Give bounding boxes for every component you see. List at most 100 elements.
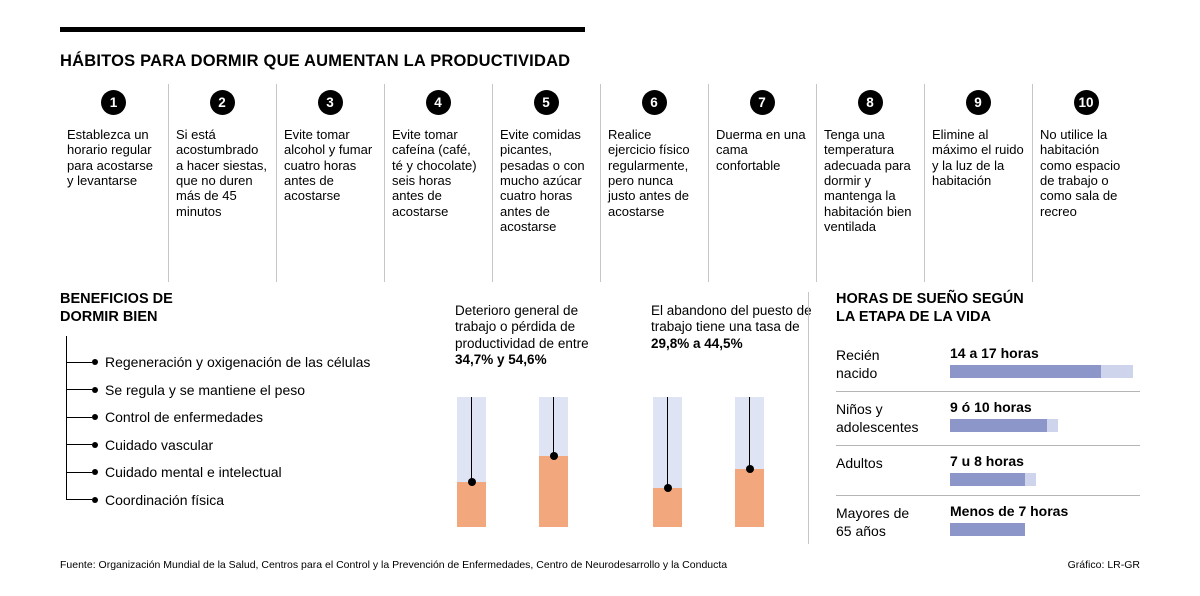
chart-caption-values: 34,7% y 54,6% — [455, 352, 547, 368]
habit-text: No utilice la habitación como espacio de… — [1040, 127, 1121, 219]
sleep-bar — [950, 419, 1140, 433]
bar-fill — [735, 469, 764, 527]
sleep-row: Adultos 7 u 8 horas — [836, 446, 1140, 497]
habit-number-badge: 3 — [317, 90, 343, 115]
bar-track — [457, 397, 486, 527]
habit-number-badge: 5 — [533, 90, 559, 115]
chart-productivity-loss: Deterioro general de trabajo o pérdida d… — [455, 303, 617, 527]
bar-dot-icon — [663, 484, 672, 493]
habit-column: 6 Realice ejercicio físico regularmente,… — [600, 84, 708, 282]
habit-text: Evite tomar alcohol y fumar cuatro horas… — [284, 127, 373, 204]
bullet-dot-icon — [92, 496, 98, 503]
habit-text: Realice ejercicio físico regularmente, p… — [608, 127, 690, 219]
sleep-bar — [950, 523, 1140, 537]
bar-dropline — [471, 397, 472, 482]
habit-number-badge: 4 — [425, 90, 451, 115]
footer-credit: Gráfico: LR-GR — [1067, 559, 1140, 571]
bar-fill — [539, 456, 568, 527]
habit-text: Evite tomar cafeína (café, té y chocolat… — [392, 127, 477, 219]
benefit-label: Se regula y se mantiene el peso — [105, 381, 306, 398]
sleep-hours-label: 7 u 8 horas — [950, 453, 1024, 470]
habit-text: Establezca un horario regular para acost… — [67, 127, 153, 188]
benefit-label: Coordinación física — [105, 491, 225, 508]
habit-text: Si está acostumbrado a hacer siestas, qu… — [176, 127, 268, 219]
benefit-connector-line — [66, 389, 92, 390]
sleep-section-title: HORAS DE SUEÑO SEGÚN LA ETAPA DE LA VIDA — [836, 291, 1024, 326]
habit-number-badge: 9 — [965, 90, 991, 115]
bar-fill — [653, 488, 682, 527]
habit-column: 4 Evite tomar cafeína (café, té y chocol… — [384, 84, 492, 282]
chart-caption-lead: El abandono del puesto de trabajo tiene … — [651, 303, 812, 335]
benefits-tree-line — [66, 336, 67, 501]
benefit-connector-line — [66, 444, 92, 445]
footer: Fuente: Organización Mundial de la Salud… — [60, 559, 1140, 571]
bar-pair — [653, 397, 813, 527]
benefit-item: Coordinación física — [60, 486, 425, 514]
habit-text: Evite comidas picantes, pesadas o con mu… — [500, 127, 585, 234]
bullet-dot-icon — [92, 414, 98, 420]
section-divider — [808, 292, 809, 544]
habit-column: 10 No utilice la habitación como espacio… — [1032, 84, 1140, 282]
benefit-label: Cuidado mental e intelectual — [105, 464, 282, 480]
sleep-hours-label: Menos de 7 horas — [950, 503, 1069, 520]
bar-pair — [457, 397, 617, 527]
habit-number-badge: 7 — [749, 90, 775, 115]
sleep-stage-label: Mayores de 65 años — [836, 505, 910, 539]
sleep-bar-main — [950, 419, 1047, 433]
bar-fill — [457, 481, 486, 527]
benefits-section: BENEFICIOS DE DORMIR BIEN Regeneración y… — [60, 290, 425, 513]
sleep-bar-main — [950, 523, 1025, 537]
habit-text: Elimine al máximo el ruido y la luz de l… — [932, 127, 1024, 188]
chart-caption-lead: Deterioro general de trabajo o pérdida d… — [455, 303, 589, 351]
habit-number-badge: 6 — [641, 90, 667, 115]
benefit-item: Se regula y se mantiene el peso — [60, 376, 425, 404]
sleep-rows: Recién nacido 14 a 17 horas Niños y adol… — [836, 338, 1140, 549]
habit-text: Duerma en una cama confortable — [716, 127, 806, 173]
bar-dot-icon — [467, 477, 476, 486]
habit-number-badge: 8 — [857, 90, 883, 115]
bullet-dot-icon — [92, 359, 98, 365]
benefits-title: BENEFICIOS DE DORMIR BIEN — [60, 291, 173, 326]
habits-grid: 1 Establezca un horario regular para aco… — [60, 84, 1140, 282]
benefit-connector-line — [66, 361, 92, 363]
habit-column: 9 Elimine al máximo el ruido y la luz de… — [924, 84, 1032, 282]
benefit-connector-line — [66, 499, 92, 500]
benefit-item: Cuidado vascular — [60, 431, 425, 459]
bar-dropline — [667, 397, 668, 489]
benefit-label: Control de enfermedades — [105, 409, 263, 425]
page-title: HÁBITOS PARA DORMIR QUE AUMENTAN LA PROD… — [60, 52, 571, 71]
sleep-row: Recién nacido 14 a 17 horas — [836, 338, 1140, 393]
habit-column: 5 Evite comidas picantes, pesadas o con … — [492, 84, 600, 282]
benefit-item: Control de enfermedades — [60, 403, 425, 431]
benefit-item: Cuidado mental e intelectual — [60, 458, 425, 486]
sleep-bar-extension — [1101, 365, 1133, 379]
sleep-row: Niños y adolescentes 9 ó 10 horas — [836, 392, 1140, 447]
bullet-dot-icon — [92, 469, 98, 475]
footer-source: Fuente: Organización Mundial de la Salud… — [60, 559, 728, 571]
chart-caption: Deterioro general de trabajo o pérdida d… — [455, 303, 617, 397]
chart-caption: El abandono del puesto de trabajo tiene … — [651, 303, 813, 397]
habit-column: 1 Establezca un horario regular para aco… — [60, 84, 168, 282]
sleep-bar — [950, 473, 1140, 487]
habit-number-badge: 2 — [209, 90, 235, 115]
bar-dot-icon — [549, 452, 558, 461]
benefit-connector-line — [66, 471, 92, 473]
bar-track — [653, 397, 682, 527]
sleep-bar-extension — [1025, 473, 1036, 487]
sleep-row: Mayores de 65 años Menos de 7 horas — [836, 496, 1140, 549]
bar-track — [539, 397, 568, 527]
chart-caption-values: 29,8% a 44,5% — [651, 335, 743, 351]
habit-column: 3 Evite tomar alcohol y fumar cuatro hor… — [276, 84, 384, 282]
sleep-stage-label: Recién nacido — [836, 347, 880, 381]
sleep-hours-label: 9 ó 10 horas — [950, 399, 1032, 416]
benefits-list: Regeneración y oxigenación de las célula… — [60, 336, 425, 514]
benefit-item: Regeneración y oxigenación de las célula… — [60, 348, 425, 376]
sleep-bar — [950, 365, 1140, 379]
bullet-dot-icon — [92, 441, 98, 448]
sleep-bar-extension — [1047, 419, 1058, 433]
bar-dot-icon — [745, 465, 754, 474]
bar-dropline — [749, 397, 750, 470]
habit-number-badge: 1 — [101, 90, 126, 115]
bar-track — [735, 397, 764, 527]
